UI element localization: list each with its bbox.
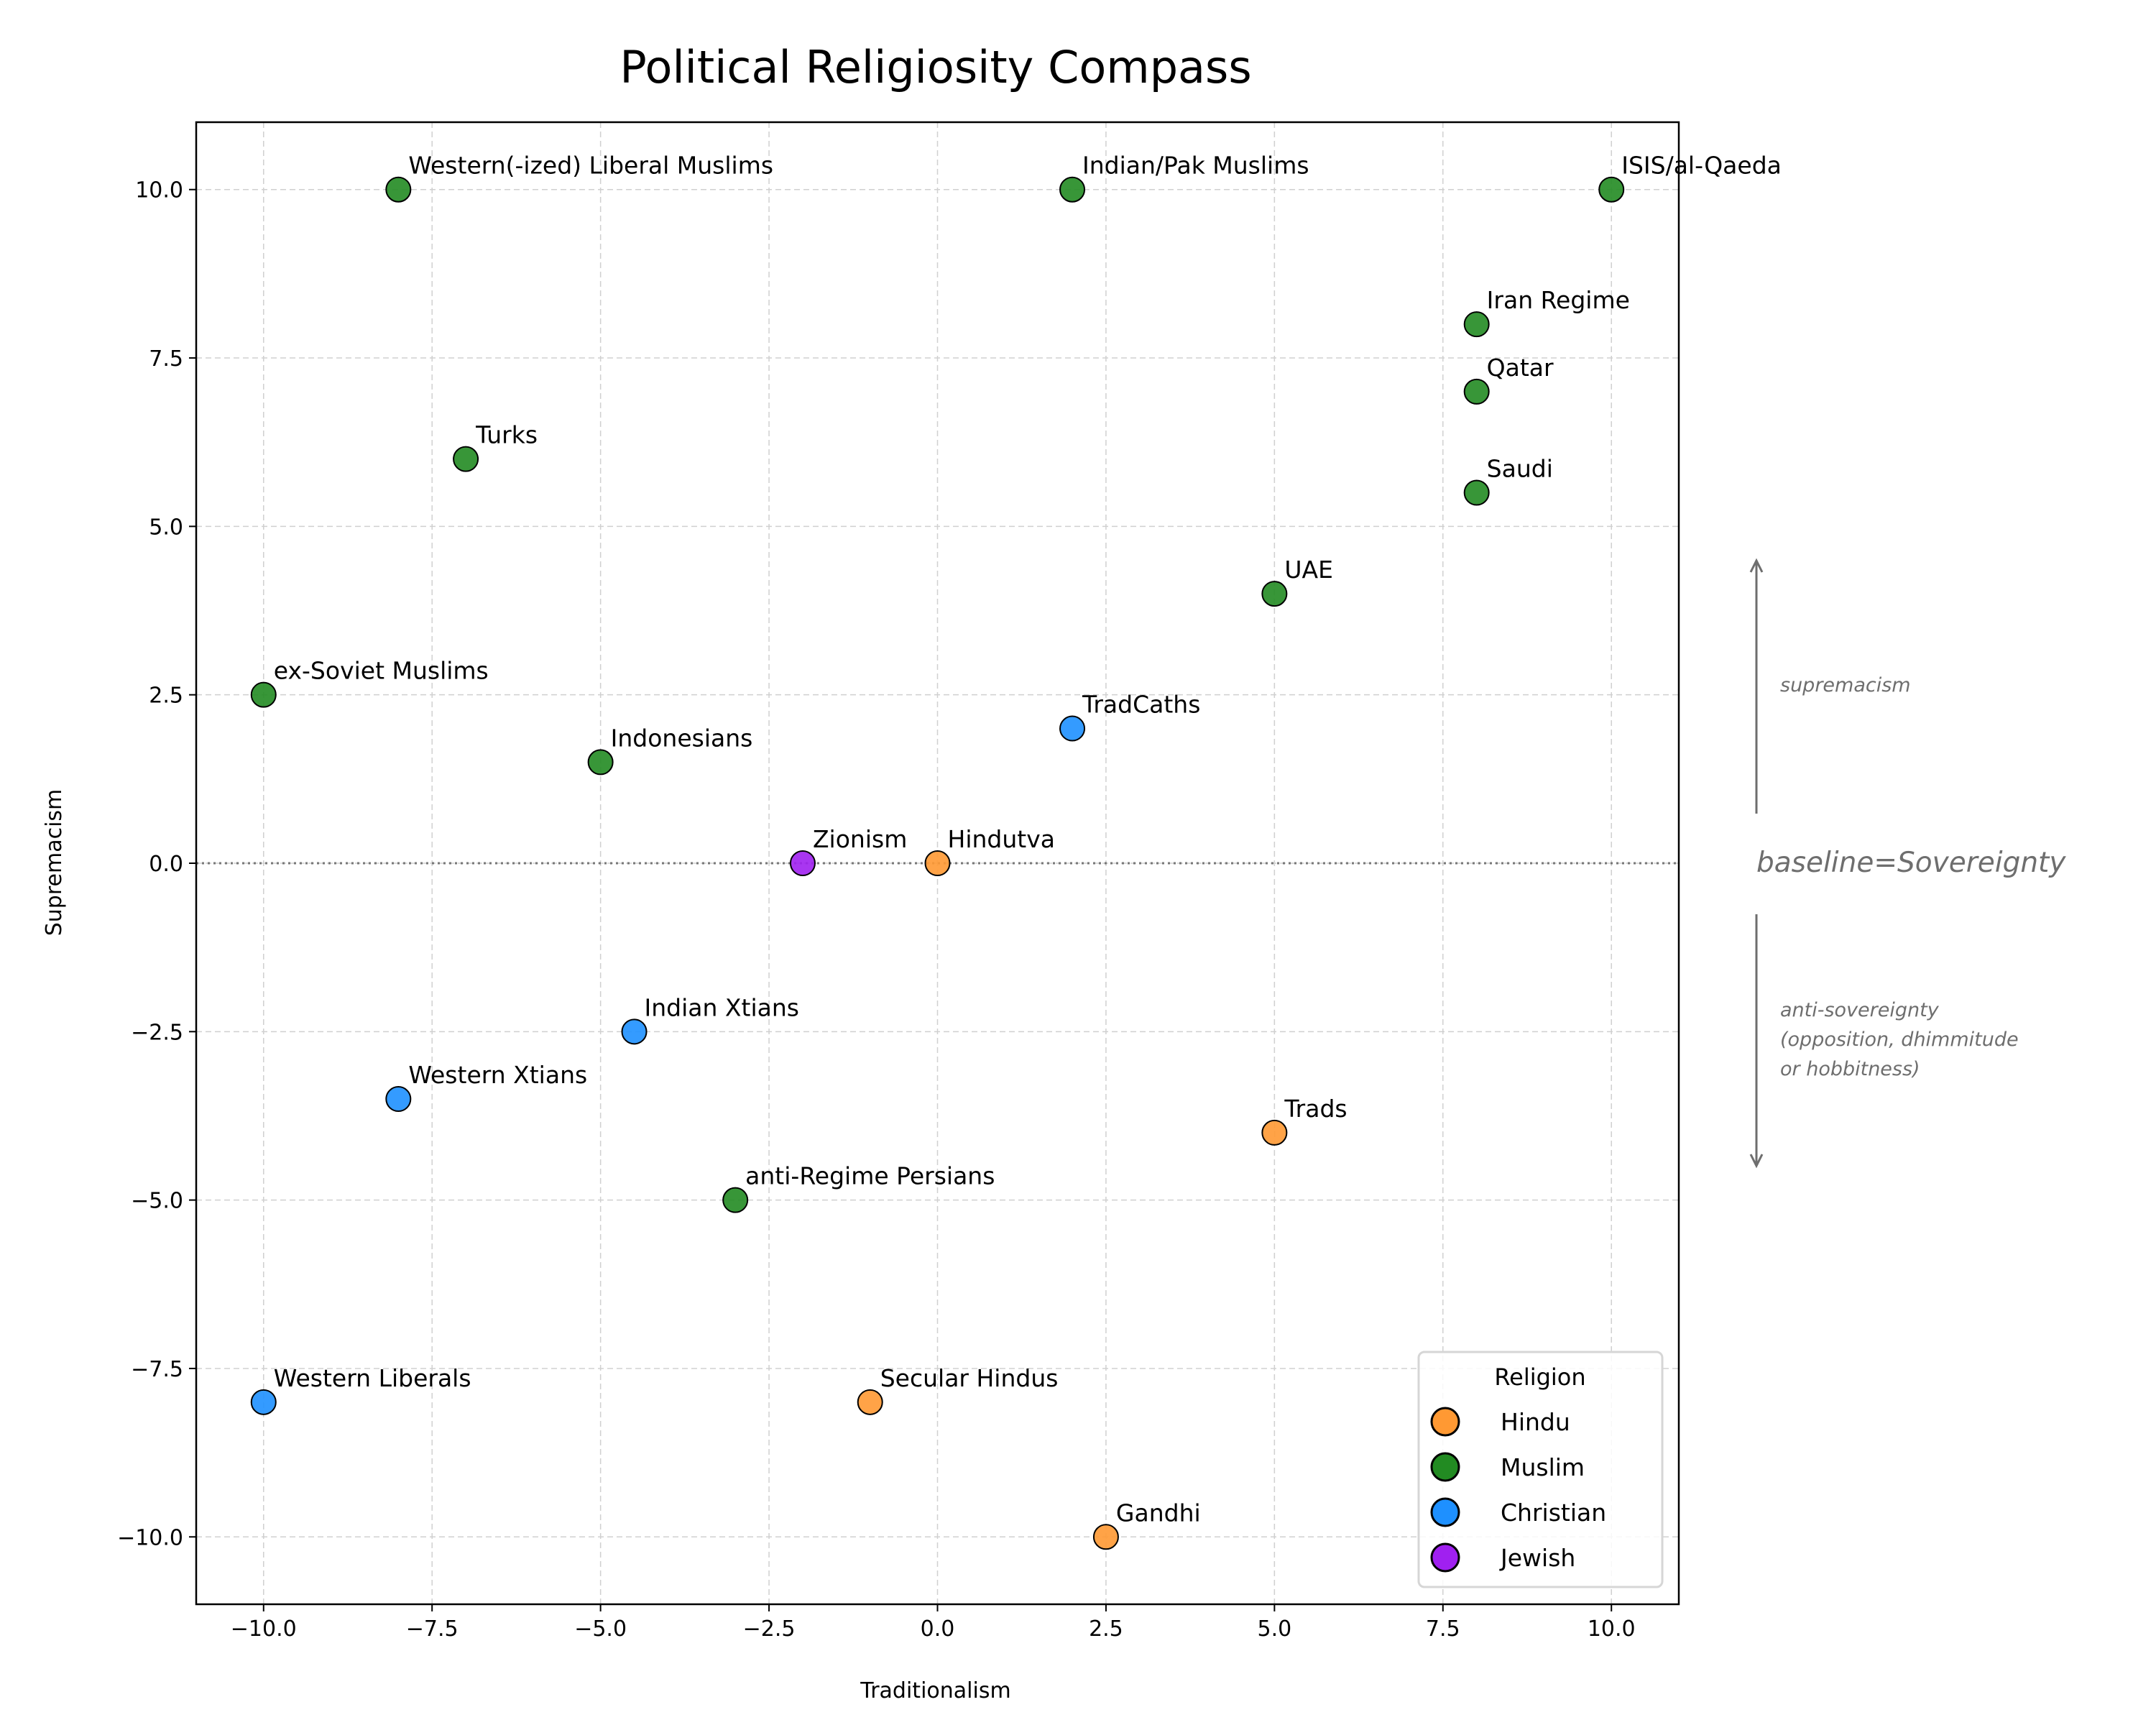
data-point <box>453 446 479 472</box>
data-point-label: Saudi <box>1487 455 1553 483</box>
side-annotations: supremacism baseline=Sovereignty anti-so… <box>1749 558 2066 1169</box>
legend-marker <box>1430 1497 1460 1527</box>
data-point <box>1463 479 1490 506</box>
data-point <box>1261 581 1288 607</box>
data-point-label: Iran Regime <box>1487 286 1630 314</box>
up-arrowhead-icon <box>1749 558 1764 573</box>
x-tick-label: −5.0 <box>574 1616 627 1642</box>
y-tick-label: −2.5 <box>131 1020 183 1045</box>
y-tick-label: 7.5 <box>149 346 183 372</box>
data-point-label: Indian/Pak Muslims <box>1082 152 1309 180</box>
data-point <box>1463 311 1490 338</box>
data-point <box>1059 176 1086 203</box>
legend: Religion Hindu Muslim Christian Jewish <box>1417 1351 1664 1588</box>
legend-box <box>1417 1351 1664 1588</box>
data-point <box>789 850 816 876</box>
data-point-label: TradCaths <box>1082 691 1200 719</box>
supremacism-annotation: supremacism <box>1780 674 1911 696</box>
data-point-label: ex-Soviet Muslims <box>274 657 489 685</box>
data-point-label: Indonesians <box>611 724 753 752</box>
y-tick-label: 5.0 <box>149 515 183 540</box>
data-point-label: Western Xtians <box>408 1061 587 1089</box>
data-point-label: Western(-ized) Liberal Muslims <box>408 152 773 180</box>
x-tick-label: −10.0 <box>231 1616 297 1642</box>
data-point <box>250 681 277 708</box>
data-point-label: Trads <box>1284 1095 1347 1123</box>
anti-sovereignty-annotation-line-1: anti-sovereignty <box>1780 999 1940 1021</box>
data-point <box>385 1086 412 1113</box>
data-point-label: ISIS/al-Qaeda <box>1621 152 1782 180</box>
baseline-annotation: baseline=Sovereignty <box>1756 847 2066 879</box>
data-points: Western(-ized) Liberal Muslims Indian/Pak… <box>250 152 1782 1550</box>
anti-sovereignty-annotation-line-2: (opposition, dhimmitude <box>1780 1029 2019 1051</box>
data-point-label: Indian Xtians <box>645 993 799 1021</box>
legend-marker <box>1430 1542 1460 1573</box>
data-point <box>1598 176 1625 203</box>
y-tick-label: −7.5 <box>131 1357 183 1382</box>
y-tick-label: 0.0 <box>149 852 183 877</box>
data-point <box>1092 1524 1119 1550</box>
data-point <box>385 176 412 203</box>
legend-marker <box>1430 1452 1460 1482</box>
data-point-label: Zionism <box>813 825 907 853</box>
data-point <box>1261 1119 1288 1146</box>
y-tick-label: −5.0 <box>131 1189 183 1214</box>
data-point <box>1059 715 1086 742</box>
data-point-label: Qatar <box>1487 354 1554 382</box>
data-point <box>621 1018 648 1045</box>
data-point-label: Western Liberals <box>274 1364 471 1392</box>
x-tick-label: 7.5 <box>1426 1616 1460 1642</box>
data-point <box>857 1389 883 1415</box>
chart-title: Political Religiosity Compass <box>619 41 1251 93</box>
x-tick-label: 5.0 <box>1258 1616 1292 1642</box>
x-tick-label: 10.0 <box>1588 1616 1636 1642</box>
data-point-label: Gandhi <box>1116 1499 1201 1527</box>
x-tick-label: 2.5 <box>1089 1616 1123 1642</box>
data-point-label: Turks <box>475 421 538 449</box>
y-tick-label: −10.0 <box>117 1525 183 1550</box>
data-point <box>1463 378 1490 405</box>
data-point-label: Secular Hindus <box>880 1364 1059 1392</box>
legend-entry-label: Christian <box>1501 1499 1606 1527</box>
y-axis-label: Supremacism <box>42 789 67 937</box>
data-point <box>587 749 614 776</box>
legend-entry-label: Muslim <box>1501 1453 1585 1481</box>
x-tick-label: 0.0 <box>921 1616 955 1642</box>
legend-title: Religion <box>1494 1363 1585 1391</box>
anti-sovereignty-annotation-line-3: or hobbitness) <box>1780 1058 1920 1080</box>
x-tick-label: −2.5 <box>743 1616 796 1642</box>
data-point <box>924 850 951 876</box>
down-arrowhead-icon <box>1749 1154 1764 1169</box>
legend-marker <box>1430 1407 1460 1437</box>
x-tick-label: −7.5 <box>406 1616 459 1642</box>
legend-entry-label: Jewish <box>1499 1544 1575 1572</box>
ticks: −10.0 −7.5 −5.0 −2.5 0.0 2.5 5.0 7.5 10.0 −10.0 −7… <box>117 178 1636 1642</box>
data-point <box>250 1389 277 1415</box>
y-tick-label: 2.5 <box>149 684 183 709</box>
data-point-label: UAE <box>1284 556 1333 584</box>
x-axis-label: Traditionalism <box>860 1678 1010 1703</box>
y-tick-label: 10.0 <box>135 178 183 203</box>
data-point-label: anti-Regime Persians <box>745 1162 995 1190</box>
data-point-label: Hindutva <box>948 825 1055 853</box>
legend-entry-label: Hindu <box>1501 1408 1570 1436</box>
data-point <box>722 1187 749 1213</box>
